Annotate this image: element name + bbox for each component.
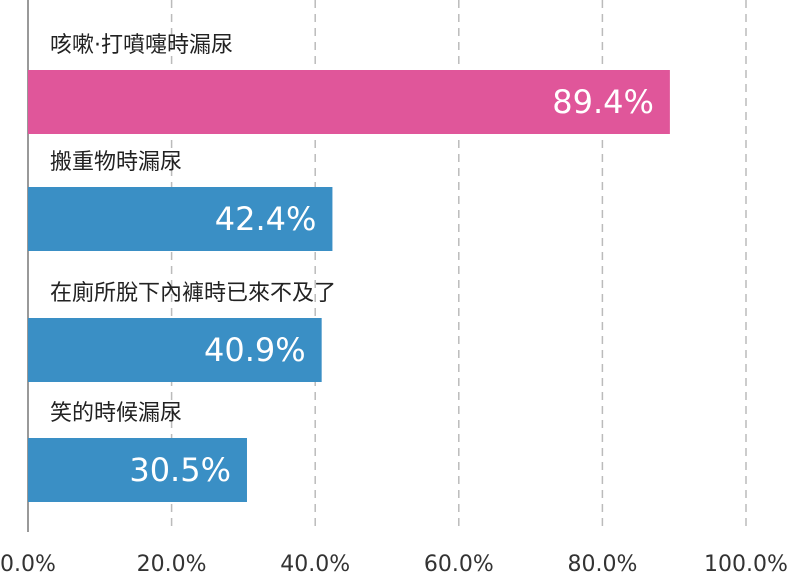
x-tick-label: 60.0%: [424, 552, 494, 577]
bar: [28, 70, 670, 134]
x-tick-label: 20.0%: [137, 552, 207, 577]
value-label: 42.4%: [215, 200, 317, 238]
x-tick-label: 100.0%: [704, 552, 788, 577]
x-tick-label: 0.0%: [0, 552, 56, 577]
x-tick-label: 80.0%: [567, 552, 637, 577]
bar: [28, 318, 322, 382]
value-label: 40.9%: [204, 331, 306, 369]
category-label: 在廁所脫下內褲時已來不及了: [50, 281, 336, 306]
value-label: 30.5%: [129, 451, 231, 489]
category-label: 笑的時候漏尿: [50, 401, 182, 426]
bar: [28, 187, 333, 251]
value-label: 89.4%: [552, 83, 654, 121]
category-label: 咳嗽·打噴嚏時漏尿: [50, 33, 233, 58]
bar: [28, 438, 247, 502]
category-label: 搬重物時漏尿: [50, 150, 182, 175]
x-tick-label: 40.0%: [280, 552, 350, 577]
